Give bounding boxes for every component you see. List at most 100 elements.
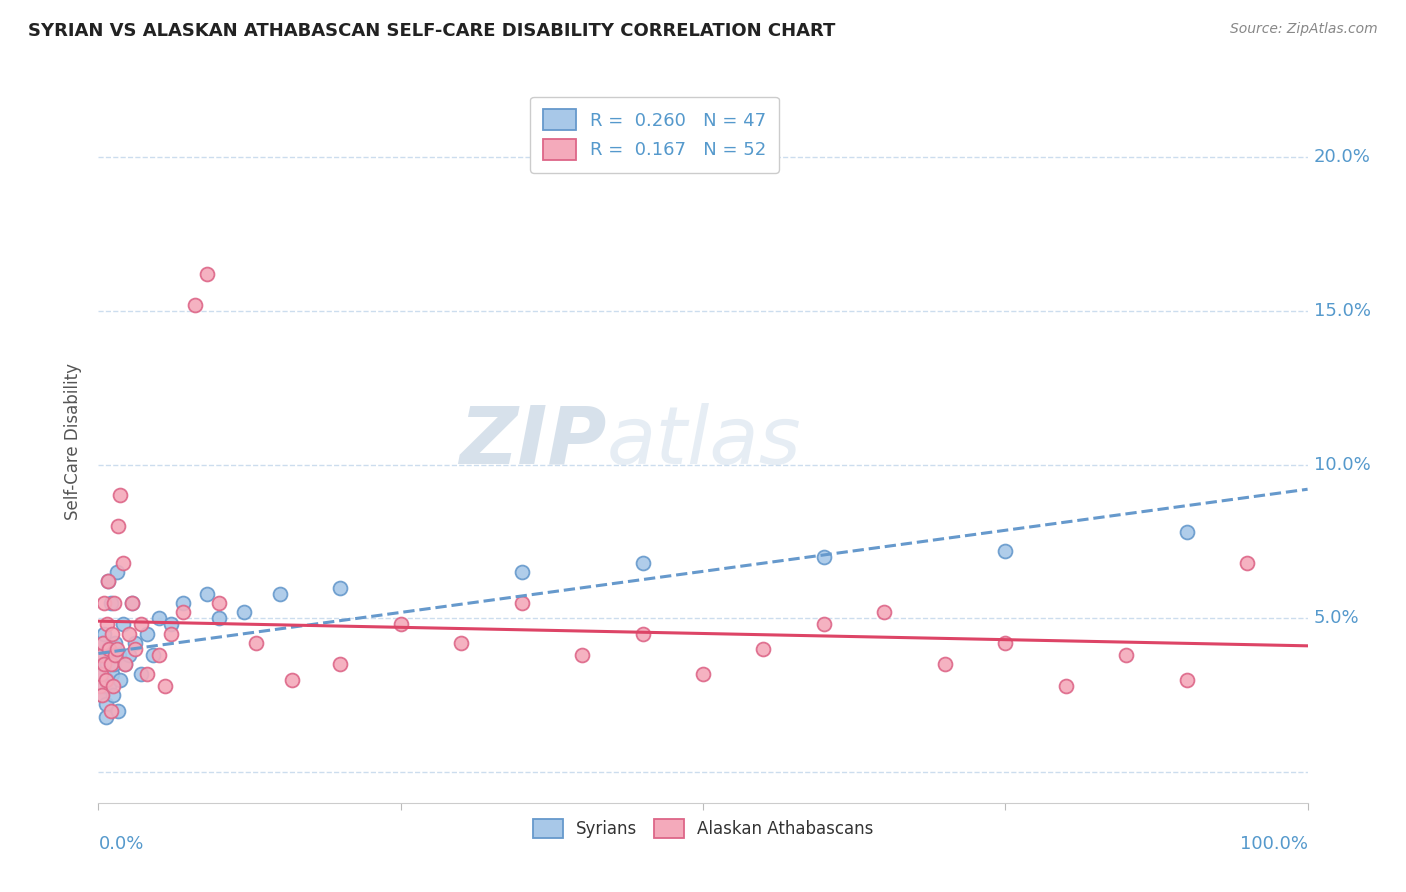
Text: SYRIAN VS ALASKAN ATHABASCAN SELF-CARE DISABILITY CORRELATION CHART: SYRIAN VS ALASKAN ATHABASCAN SELF-CARE D…: [28, 22, 835, 40]
Point: [994, 543, 1017, 558]
Point: [108, 488, 131, 502]
Point: [121, 596, 143, 610]
Point: [994, 636, 1017, 650]
Point: [1236, 556, 1258, 570]
Text: atlas: atlas: [606, 402, 801, 481]
Point: [108, 648, 131, 663]
Point: [124, 642, 146, 657]
Point: [121, 596, 143, 610]
Point: [103, 596, 125, 610]
Point: [91, 648, 114, 663]
Text: 20.0%: 20.0%: [1313, 148, 1371, 166]
Point: [160, 617, 183, 632]
Point: [114, 657, 136, 672]
Point: [118, 626, 141, 640]
Point: [184, 298, 207, 312]
Point: [232, 605, 254, 619]
Point: [100, 657, 122, 672]
Point: [153, 679, 176, 693]
Point: [104, 636, 127, 650]
Legend: Syrians, Alaskan Athabascans: Syrians, Alaskan Athabascans: [526, 813, 880, 845]
Point: [195, 267, 218, 281]
Point: [98, 679, 121, 693]
Point: [389, 617, 412, 632]
Point: [93, 626, 115, 640]
Text: 100.0%: 100.0%: [1240, 835, 1308, 854]
Point: [94, 698, 117, 712]
Point: [631, 626, 654, 640]
Point: [329, 657, 352, 672]
Point: [93, 657, 115, 672]
Point: [752, 642, 775, 657]
Point: [571, 648, 593, 663]
Point: [96, 673, 118, 687]
Point: [269, 587, 291, 601]
Point: [91, 688, 114, 702]
Point: [91, 688, 114, 702]
Point: [100, 648, 122, 663]
Point: [1175, 525, 1198, 540]
Point: [90, 673, 112, 687]
Text: 5.0%: 5.0%: [1313, 609, 1360, 627]
Point: [105, 565, 128, 579]
Point: [934, 657, 956, 672]
Point: [692, 666, 714, 681]
Point: [114, 657, 136, 672]
Point: [91, 636, 114, 650]
Point: [160, 626, 183, 640]
Point: [873, 605, 896, 619]
Point: [101, 688, 124, 702]
Text: 0.0%: 0.0%: [98, 835, 143, 854]
Point: [97, 574, 120, 589]
Point: [96, 617, 118, 632]
Point: [97, 642, 120, 657]
Point: [91, 636, 114, 650]
Point: [172, 596, 194, 610]
Point: [245, 636, 267, 650]
Point: [1175, 673, 1198, 687]
Point: [105, 642, 128, 657]
Point: [208, 596, 231, 610]
Point: [135, 626, 157, 640]
Point: [631, 556, 654, 570]
Point: [329, 581, 352, 595]
Point: [94, 673, 117, 687]
Point: [101, 679, 124, 693]
Point: [100, 666, 122, 681]
Point: [90, 666, 112, 681]
Point: [450, 636, 472, 650]
Point: [148, 611, 170, 625]
Point: [100, 704, 122, 718]
Point: [813, 617, 835, 632]
Text: ZIP: ZIP: [458, 402, 606, 481]
Point: [813, 549, 835, 564]
Point: [1115, 648, 1137, 663]
Point: [1054, 679, 1077, 693]
Point: [510, 565, 533, 579]
Point: [90, 648, 112, 663]
Point: [100, 626, 122, 640]
Text: Source: ZipAtlas.com: Source: ZipAtlas.com: [1230, 22, 1378, 37]
Point: [111, 556, 134, 570]
Point: [89, 657, 111, 672]
Point: [94, 709, 117, 723]
Point: [103, 657, 125, 672]
Point: [107, 704, 129, 718]
Point: [510, 596, 533, 610]
Point: [91, 666, 114, 681]
Point: [135, 666, 157, 681]
Point: [172, 605, 194, 619]
Point: [104, 648, 127, 663]
Point: [148, 648, 170, 663]
Point: [89, 679, 111, 693]
Point: [124, 636, 146, 650]
Point: [93, 596, 115, 610]
Y-axis label: Self-Care Disability: Self-Care Disability: [65, 363, 83, 520]
Point: [93, 679, 115, 693]
Text: 10.0%: 10.0%: [1313, 456, 1371, 474]
Point: [129, 666, 152, 681]
Point: [111, 617, 134, 632]
Text: 15.0%: 15.0%: [1313, 301, 1371, 320]
Point: [91, 648, 114, 663]
Point: [142, 648, 165, 663]
